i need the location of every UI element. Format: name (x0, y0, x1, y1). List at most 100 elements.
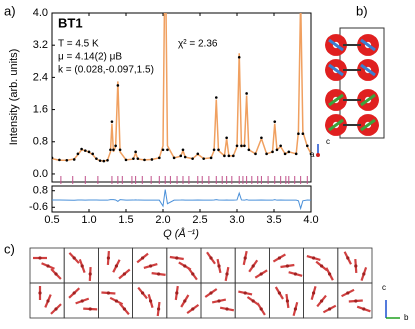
y-tick-label: 4.0 (33, 7, 48, 19)
data-point (240, 144, 243, 148)
atom (175, 291, 179, 295)
atom (217, 299, 221, 303)
atom (149, 264, 153, 268)
data-point (273, 120, 277, 123)
atom (54, 307, 58, 311)
atom (183, 299, 187, 303)
data-point (265, 152, 268, 156)
data-point (161, 148, 165, 152)
data-point (84, 149, 87, 152)
atom (157, 272, 161, 276)
atom (293, 272, 297, 276)
data-point (80, 147, 83, 151)
plot-frame (51, 12, 312, 183)
data-point (181, 148, 185, 152)
y-tick-label: 3.2 (33, 39, 48, 51)
atom (106, 291, 110, 295)
data-point (294, 152, 298, 156)
atom (54, 272, 58, 276)
atom (141, 256, 145, 260)
data-point (243, 144, 246, 148)
atom (251, 264, 255, 268)
data-point (143, 158, 146, 162)
data-point (214, 96, 218, 99)
atom (183, 264, 187, 268)
atom (191, 307, 195, 311)
atom (38, 256, 42, 260)
data-point (116, 84, 120, 87)
axis-label: c (382, 283, 386, 292)
axis-label: c (326, 137, 330, 146)
spin-arrow (328, 63, 344, 77)
x-tick-label: 1.0 (81, 214, 96, 226)
y-tick-label: 0.8 (33, 136, 48, 148)
data-point (110, 120, 114, 123)
data-point (172, 156, 176, 160)
data-point (87, 150, 91, 154)
data-point (179, 154, 183, 158)
y-tick-label: 2.4 (33, 71, 48, 83)
atom (106, 256, 110, 260)
data-point (183, 155, 187, 159)
atom (225, 272, 229, 276)
data-point (299, 4, 302, 7)
data-point (118, 148, 122, 152)
atom (259, 272, 263, 276)
y-tick-label: 0.0 (33, 168, 48, 180)
atom (354, 299, 358, 303)
atom (114, 264, 118, 268)
atom (191, 272, 195, 276)
data-point (232, 154, 235, 158)
data-point (309, 152, 311, 156)
atom (46, 264, 50, 268)
atom-cloud (336, 60, 347, 72)
x-tick-label: 0.5 (44, 214, 59, 226)
atom (251, 299, 255, 303)
atom (243, 291, 247, 295)
y-tick-label: -0.6 (29, 201, 48, 213)
annotation: μ = 4.14(2) μB (58, 52, 122, 63)
data-point (223, 154, 226, 158)
atom (88, 272, 92, 276)
data-point (275, 148, 279, 152)
data-point (102, 159, 106, 163)
data-point (237, 55, 241, 59)
data-point (58, 158, 61, 162)
atom (175, 256, 179, 260)
annotation: BT1 (58, 15, 83, 30)
data-point (297, 132, 300, 136)
atom (312, 291, 316, 295)
atom (243, 256, 247, 260)
data-point (109, 148, 112, 152)
data-point (254, 152, 257, 156)
atom (277, 256, 281, 260)
plot-area (52, 4, 311, 163)
atom (328, 307, 332, 311)
data-point (271, 150, 274, 154)
data-point (287, 150, 291, 154)
atom (277, 291, 281, 295)
annotation: χ² = 2.36 (178, 39, 218, 50)
atom (217, 264, 221, 268)
axis-dot (316, 153, 320, 157)
atom (285, 299, 289, 303)
data-point (217, 148, 220, 152)
x-axis-label: Q (Å⁻¹) (163, 227, 199, 240)
panel-label: c) (4, 241, 15, 256)
x-tick-label: 3.0 (229, 214, 244, 226)
spin-arrow (360, 38, 376, 52)
atom (80, 299, 84, 303)
data-point (227, 154, 231, 158)
atom (328, 272, 332, 276)
y-tick-label: 0.8 (33, 185, 48, 197)
atom (285, 264, 289, 268)
x-tick-label: 2.5 (192, 214, 207, 226)
atom (80, 264, 84, 268)
data-point (106, 158, 109, 162)
diff-area (52, 189, 311, 211)
fit-line (52, 13, 311, 162)
data-point (52, 156, 54, 160)
cell (337, 282, 373, 319)
atom (259, 307, 263, 311)
spin-arrow (328, 38, 344, 52)
